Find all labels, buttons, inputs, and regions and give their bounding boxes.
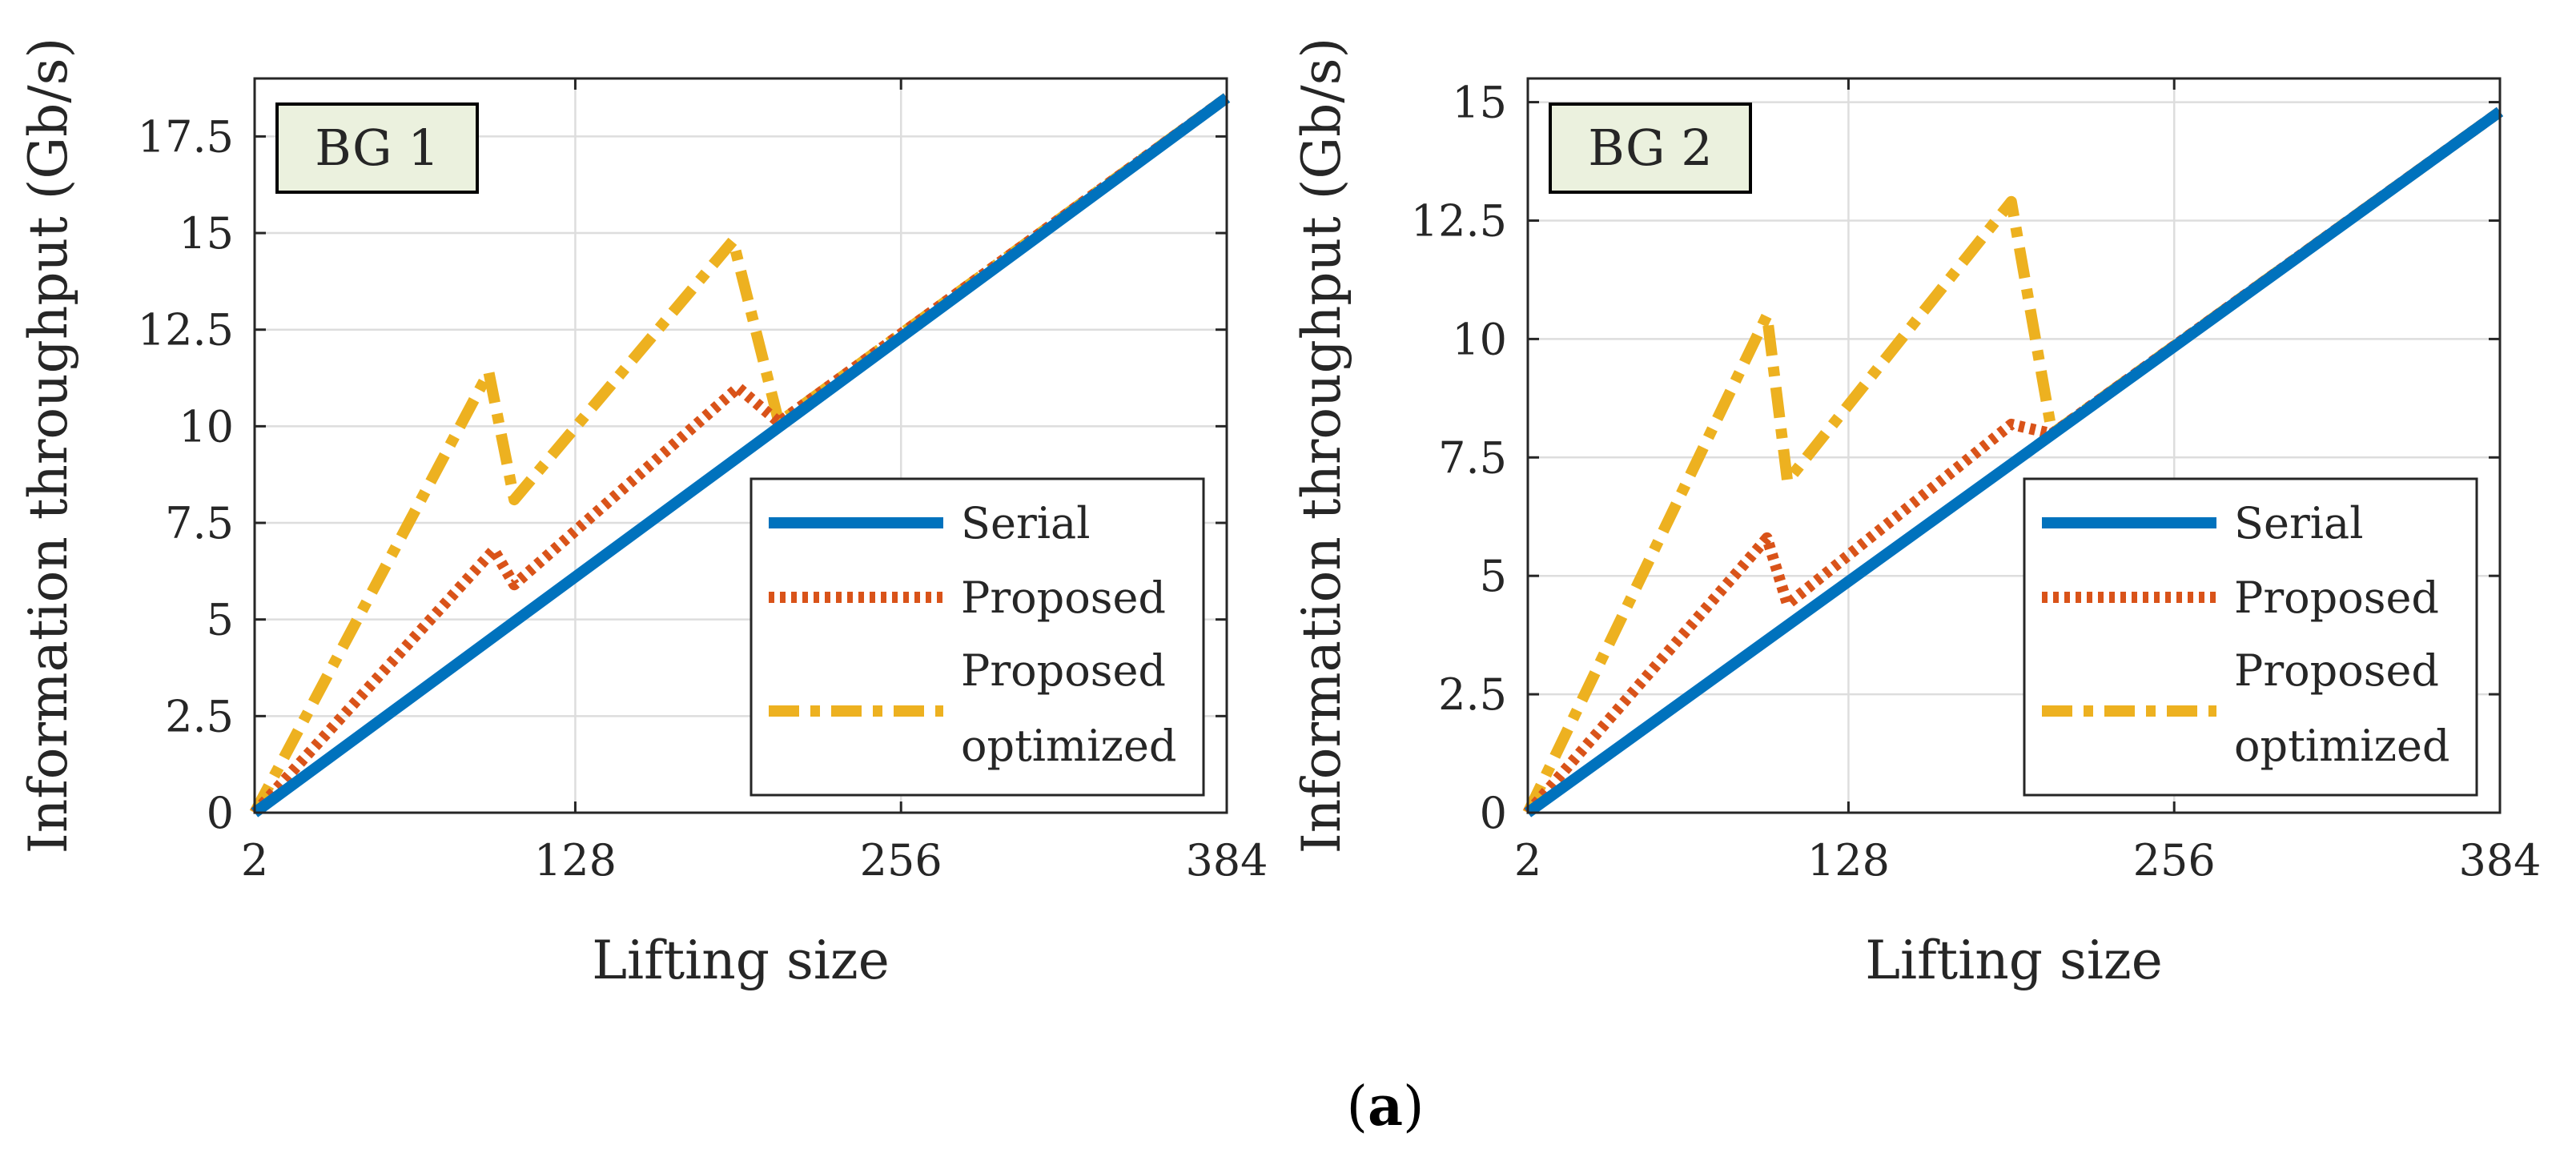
series-line-proposed-optimized [1522,106,2504,816]
legend-label: Serial [2234,498,2364,548]
chart-panel-bg2: 2 128 256 384 0 2.5 5 7.5 10 12.5 15 Lifting size In… [1291,38,2542,991]
y-axis-title: Information throughput (Gb/s) [18,38,79,854]
x-axis-title: Lifting size [592,930,890,991]
y-tick-label: 17.5 [138,111,234,162]
legend-label: Proposed [961,572,1166,623]
y-axis-title: Information throughput (Gb/s) [1291,38,1352,854]
y-tick-label: 7.5 [1438,432,1507,483]
series-line-proposed [250,93,1231,817]
legend-label: optimized [961,721,1177,771]
axes-frame [1526,77,2502,814]
y-tick-label: 15 [179,208,234,259]
legend-label: Proposed [2234,572,2439,623]
y-tick-label: 15 [1452,78,1507,128]
series-line-serial [1524,106,2504,818]
x-tick-label: 256 [2133,835,2216,886]
y-tick-label: 2.5 [165,691,234,741]
y-tick-label: 0 [1480,788,1507,838]
legend-label: Serial [961,498,1091,548]
series-line-proposed-optimized [249,93,1231,816]
x-axis-title: Lifting size [1865,930,2163,991]
legend-box [749,477,1205,797]
panel-tag-box [1549,102,1752,194]
y-tick-label: 12.5 [138,305,234,356]
y-tick-label: 10 [1452,314,1507,364]
y-tick-label: 7.5 [165,498,234,548]
y-tick-label: 10 [179,401,234,452]
legend-label: optimized [2234,721,2450,771]
panel-tag-label: BG 2 [1588,119,1712,177]
y-tick-label: 5 [207,595,234,645]
legend-label: Proposed [961,645,1166,696]
axes-frame [253,77,1228,814]
x-tick-label: 2 [1514,835,1541,886]
x-tick-label: 384 [2458,835,2541,886]
x-tick-label: 256 [860,835,942,886]
y-tick-label: 12.5 [1411,195,1507,246]
y-tick-label: 2.5 [1438,669,1507,720]
legend-label: Proposed [2234,645,2439,696]
panel-tag-label: BG 1 [315,119,439,177]
series-line-serial [251,93,1231,818]
figure-caption: (a) [1346,1075,1424,1139]
x-tick-label: 2 [241,835,268,886]
legend-box [2023,477,2478,797]
panel-tag-box [275,102,479,194]
x-tick-label: 384 [1185,835,1268,886]
x-tick-label: 128 [534,835,617,886]
y-tick-label: 5 [1480,551,1507,601]
chart-panel-bg1: 2 128 256 384 0 2.5 5 7.5 10 12.5 15 17.5 Lifting si… [18,38,1268,991]
x-tick-label: 128 [1807,835,1890,886]
y-tick-label: 0 [207,788,234,838]
